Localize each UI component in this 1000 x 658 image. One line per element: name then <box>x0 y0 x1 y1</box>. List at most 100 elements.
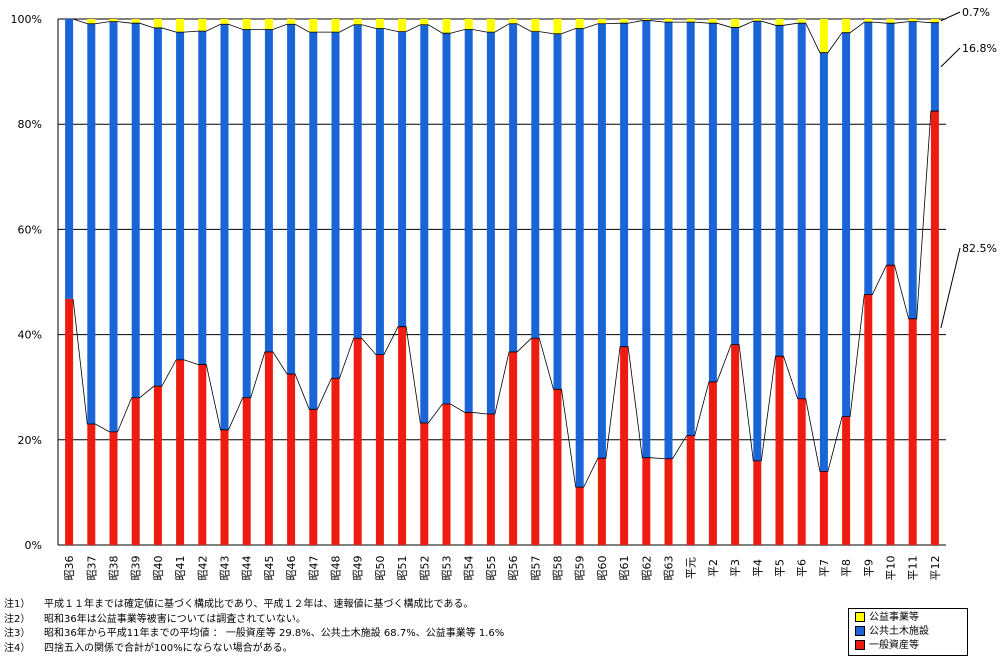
bar-segment <box>908 21 917 319</box>
bar-segment <box>353 19 362 25</box>
x-tick-label: 昭55 <box>485 556 498 581</box>
bar-segment <box>819 52 828 472</box>
bar-segment <box>886 265 895 545</box>
bar-segment <box>731 19 740 28</box>
chart-legend: 公益事業等 公共土木施設 一般資産等 <box>848 608 968 656</box>
note-id: 注4） <box>4 642 31 654</box>
annotation-leader <box>940 247 961 329</box>
bar-segment <box>464 412 473 545</box>
bar-segment <box>153 19 162 28</box>
note: 注1） 平成１１年までは確定値に基づく構成比であり、平成１２年は、速報値に基づく構… <box>4 598 504 613</box>
x-tick-label: 昭63 <box>663 556 676 581</box>
bar-segment <box>375 19 384 29</box>
annotation-label: 82.5% <box>962 242 997 255</box>
bar-segment <box>87 424 96 545</box>
bar-segment <box>309 409 318 545</box>
x-tick-label: 昭60 <box>596 556 609 581</box>
bar-segment <box>198 364 207 545</box>
bar-segment <box>198 31 207 365</box>
legend-item: 公益事業等 <box>855 611 919 624</box>
bar-segment <box>864 294 873 545</box>
bar-segment <box>353 24 362 339</box>
annotation-leader <box>940 11 961 22</box>
bar-segment <box>442 33 451 405</box>
bar-segment <box>842 416 851 545</box>
bar-segment <box>686 19 695 23</box>
bar-segment <box>109 431 118 545</box>
legend-label: 公共土木施設 <box>869 626 929 637</box>
bar-segment <box>664 19 673 23</box>
bar-segment <box>620 19 629 24</box>
x-tick-label: 昭44 <box>241 556 254 581</box>
x-tick-label: 昭47 <box>307 556 320 581</box>
bar-segment <box>797 398 806 545</box>
bar-segment <box>242 397 251 545</box>
bar-segment <box>553 19 562 34</box>
bar-segment <box>131 19 140 24</box>
bar-segment <box>531 31 540 339</box>
bar-segment <box>930 111 939 546</box>
bar-segment <box>597 458 606 545</box>
x-tick-label: 昭52 <box>418 556 431 581</box>
y-tick-label: 0% <box>25 539 42 552</box>
x-tick-label: 平元 <box>685 557 698 579</box>
series-connector-line <box>72 110 939 488</box>
bar-segment <box>930 22 939 112</box>
x-tick-label: 平6 <box>796 559 809 577</box>
note-id: 注1） <box>4 599 31 610</box>
bar-segment <box>575 19 584 29</box>
bar-segment <box>531 338 540 545</box>
legend-item: 一般資産等 <box>855 639 919 652</box>
x-tick-label: 平5 <box>774 559 787 577</box>
annotation-label: 16.8% <box>962 42 997 55</box>
x-tick-label: 平8 <box>840 559 853 577</box>
bar-segment <box>420 19 429 25</box>
x-tick-label: 昭42 <box>196 556 209 581</box>
bar-segment <box>420 24 429 423</box>
bar-segment <box>642 20 651 458</box>
bar-segment <box>775 356 784 545</box>
x-tick-label: 昭45 <box>263 556 276 581</box>
x-tick-label: 昭56 <box>507 556 520 581</box>
bar-segment <box>708 19 717 24</box>
series-connector-line <box>72 18 939 54</box>
bar-segment <box>686 22 695 436</box>
bar-segment <box>819 19 828 53</box>
bar-segment <box>309 32 318 410</box>
bar-segment <box>731 27 740 345</box>
note-text: 昭和36年は公益事業等被害については調査されていない。 <box>44 613 306 625</box>
bar-segment <box>287 24 296 375</box>
bar-segment <box>353 338 362 545</box>
y-tick-label: 60% <box>18 223 42 236</box>
bar-segment <box>264 29 273 352</box>
bar-segment <box>264 19 273 30</box>
bar-segment <box>509 19 518 24</box>
bar-segment <box>797 19 806 24</box>
x-tick-label: 昭39 <box>130 556 143 581</box>
x-tick-label: 平11 <box>907 556 920 581</box>
bar-segment <box>398 19 407 32</box>
bar-segment <box>87 23 96 425</box>
x-tick-label: 昭54 <box>463 556 476 581</box>
bar-segment <box>553 33 562 390</box>
note-text: 平成１１年までは確定値に基づく構成比であり、平成１２年は、速報値に基づく構成比で… <box>44 599 474 610</box>
bar-segment <box>620 346 629 545</box>
bar-segment <box>65 298 74 545</box>
note: 注4） 四捨五入の関係で合計が100%にならない場合がある。 <box>4 642 504 657</box>
x-tick-label: 昭40 <box>152 556 165 581</box>
note-text: 昭和36年から平成11年までの平均値 ： 一般資産等 29.8%、公共土木施設 … <box>44 628 505 639</box>
x-tick-label: 昭51 <box>396 556 409 581</box>
bar-segment <box>620 23 629 347</box>
bar-segment <box>575 28 584 488</box>
legend-item: 公共土木施設 <box>855 625 929 638</box>
bar-segment <box>287 374 296 545</box>
bar-segment <box>664 458 673 545</box>
bar-segment <box>109 19 118 22</box>
legend-swatch <box>855 640 865 650</box>
bar-segment <box>597 19 606 24</box>
x-tick-label: 平3 <box>729 559 742 577</box>
bar-segment <box>842 19 851 33</box>
chart-notes: 注1） 平成１１年までは確定値に基づく構成比であり、平成１２年は、速報値に基づく構… <box>4 598 504 656</box>
bar-segment <box>176 19 185 33</box>
x-tick-label: 昭43 <box>219 556 232 581</box>
